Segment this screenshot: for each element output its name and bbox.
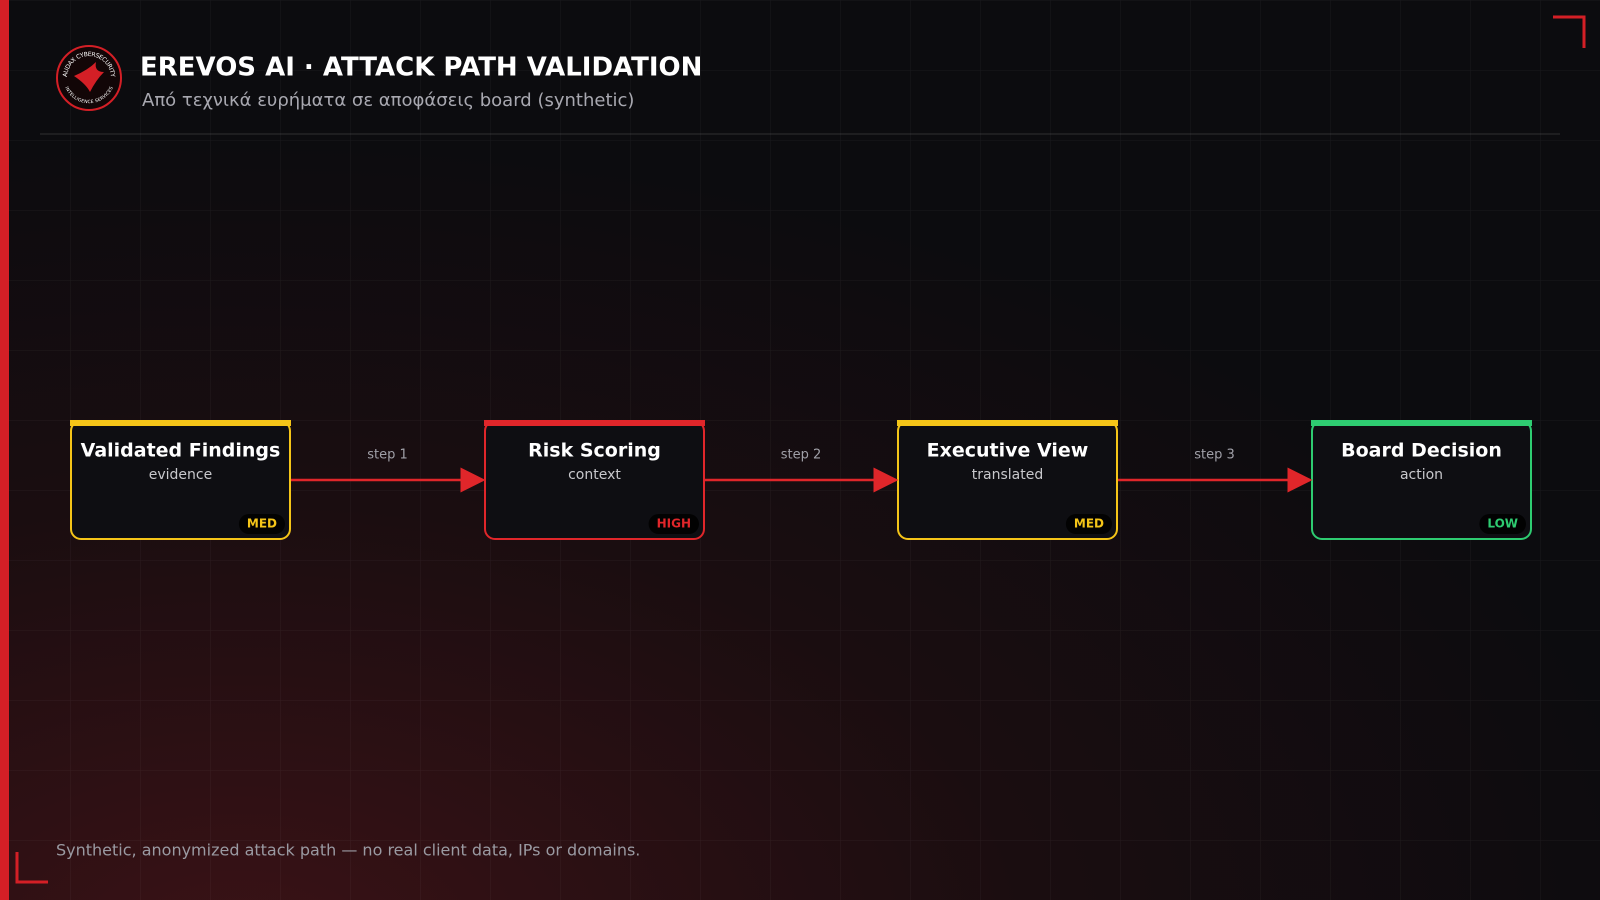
node-title: Validated Findings	[81, 440, 281, 462]
footer-note: Synthetic, anonymized attack path — no r…	[56, 841, 640, 860]
node: Validated Findings evidence MED	[70, 420, 291, 540]
node: Risk Scoring context HIGH	[484, 420, 705, 540]
logo: AUDAX CYBERSECURITY INTELLIGENCE SERVICE…	[56, 45, 122, 111]
corner-bracket	[15, 852, 48, 884]
node: Executive View translated MED	[897, 420, 1118, 540]
node: Board Decision action LOW	[1311, 420, 1532, 540]
subtitle: Από τεχνικά ευρήματα σε αποφάσεις board …	[142, 90, 634, 111]
edge-label: step 3	[1194, 448, 1235, 463]
node-badge: MED	[1074, 517, 1104, 531]
node-top-bar	[70, 420, 291, 426]
badge-pill	[1065, 514, 1112, 534]
node-top-bar	[1311, 420, 1532, 426]
node-title: Executive View	[927, 440, 1089, 462]
edge-label: step 2	[781, 448, 822, 463]
edge-label: step 1	[367, 448, 408, 463]
node-subtitle: translated	[972, 467, 1043, 483]
node-subtitle: context	[568, 467, 621, 483]
node-top-bar	[897, 420, 1118, 426]
node-subtitle: action	[1400, 467, 1443, 483]
logo-bird	[74, 62, 104, 92]
node-badge: LOW	[1487, 517, 1518, 531]
accent-bar	[0, 0, 9, 900]
flow: Validated Findings evidence MED Risk Scorin…	[70, 420, 1532, 540]
badge-pill	[238, 514, 285, 534]
badge-pill	[648, 514, 699, 534]
node-top-bar	[484, 420, 705, 426]
badge-pill	[1479, 514, 1526, 534]
node-title: Board Decision	[1341, 440, 1502, 462]
node-badge: HIGH	[657, 517, 691, 531]
node-subtitle: evidence	[149, 467, 212, 483]
corner-bracket	[1553, 15, 1586, 48]
title: EREVOS AI · ATTACK PATH VALIDATION	[140, 53, 702, 83]
node-badge: MED	[247, 517, 277, 531]
node-title: Risk Scoring	[528, 440, 661, 462]
